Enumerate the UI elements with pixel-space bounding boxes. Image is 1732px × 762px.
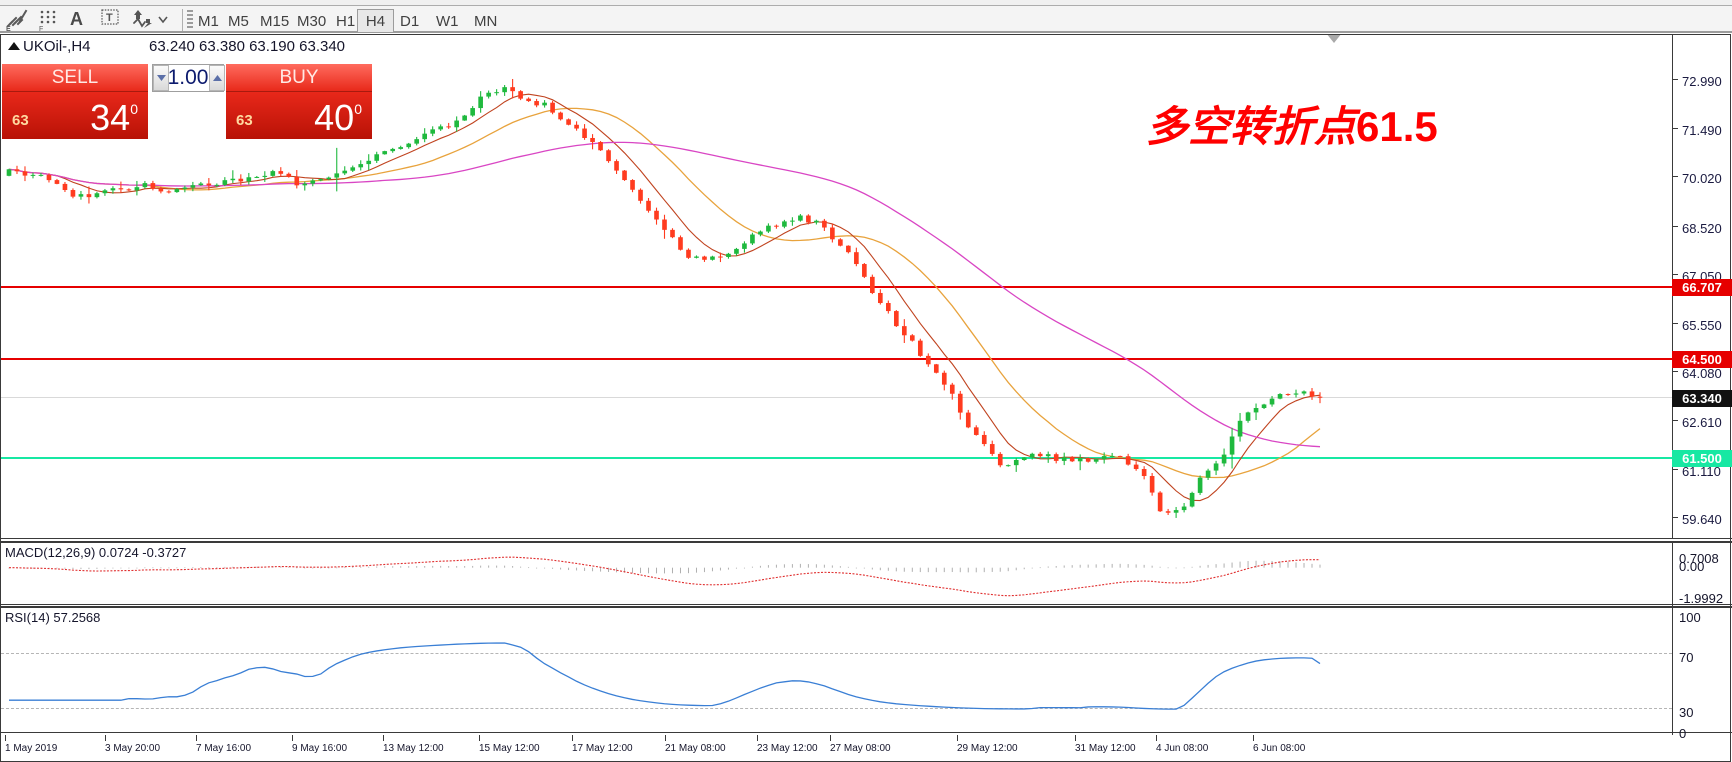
svg-text:T: T xyxy=(106,12,113,24)
svg-text:F: F xyxy=(39,26,43,32)
svg-text:E: E xyxy=(6,26,11,32)
